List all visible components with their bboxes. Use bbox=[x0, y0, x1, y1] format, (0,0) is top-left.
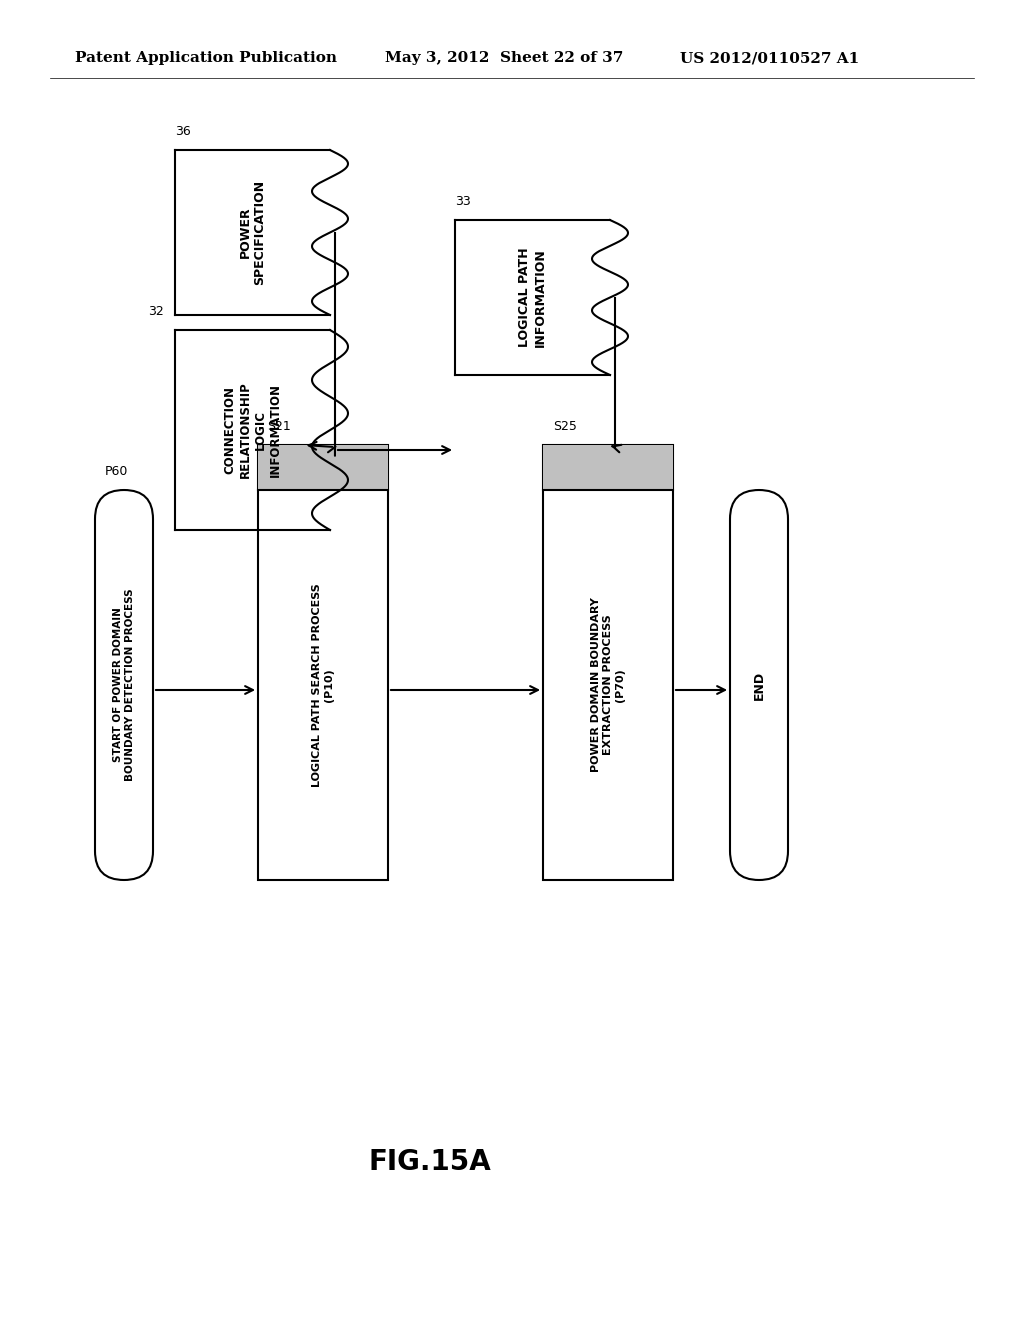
Text: S25: S25 bbox=[553, 420, 577, 433]
Bar bbox=[258, 445, 388, 880]
Bar bbox=[543, 445, 673, 880]
Text: POWER
SPECIFICATION: POWER SPECIFICATION bbox=[239, 180, 266, 285]
Text: LOGICAL PATH
INFORMATION: LOGICAL PATH INFORMATION bbox=[518, 248, 547, 347]
Text: FIG.15A: FIG.15A bbox=[369, 1147, 492, 1176]
Text: P60: P60 bbox=[105, 465, 128, 478]
Text: END: END bbox=[753, 671, 766, 700]
Text: LOGICAL PATH SEARCH PROCESS
(P10): LOGICAL PATH SEARCH PROCESS (P10) bbox=[312, 583, 334, 787]
Text: START OF POWER DOMAIN
BOUNDARY DETECTION PROCESS: START OF POWER DOMAIN BOUNDARY DETECTION… bbox=[114, 589, 135, 781]
Text: POWER DOMAIN BOUNDARY
EXTRACTION PROCESS
(P70): POWER DOMAIN BOUNDARY EXTRACTION PROCESS… bbox=[592, 598, 625, 772]
Text: US 2012/0110527 A1: US 2012/0110527 A1 bbox=[680, 51, 859, 65]
Text: 36: 36 bbox=[175, 125, 190, 139]
Text: 32: 32 bbox=[148, 305, 164, 318]
Bar bbox=[258, 445, 388, 490]
Text: Patent Application Publication: Patent Application Publication bbox=[75, 51, 337, 65]
Bar bbox=[543, 445, 673, 490]
Text: May 3, 2012: May 3, 2012 bbox=[385, 51, 489, 65]
Text: S21: S21 bbox=[267, 420, 291, 433]
Text: Sheet 22 of 37: Sheet 22 of 37 bbox=[500, 51, 624, 65]
Text: 33: 33 bbox=[455, 195, 471, 209]
Text: CONNECTION
RELATIONSHIP
LOGIC
INFORMATION: CONNECTION RELATIONSHIP LOGIC INFORMATIO… bbox=[223, 381, 282, 478]
